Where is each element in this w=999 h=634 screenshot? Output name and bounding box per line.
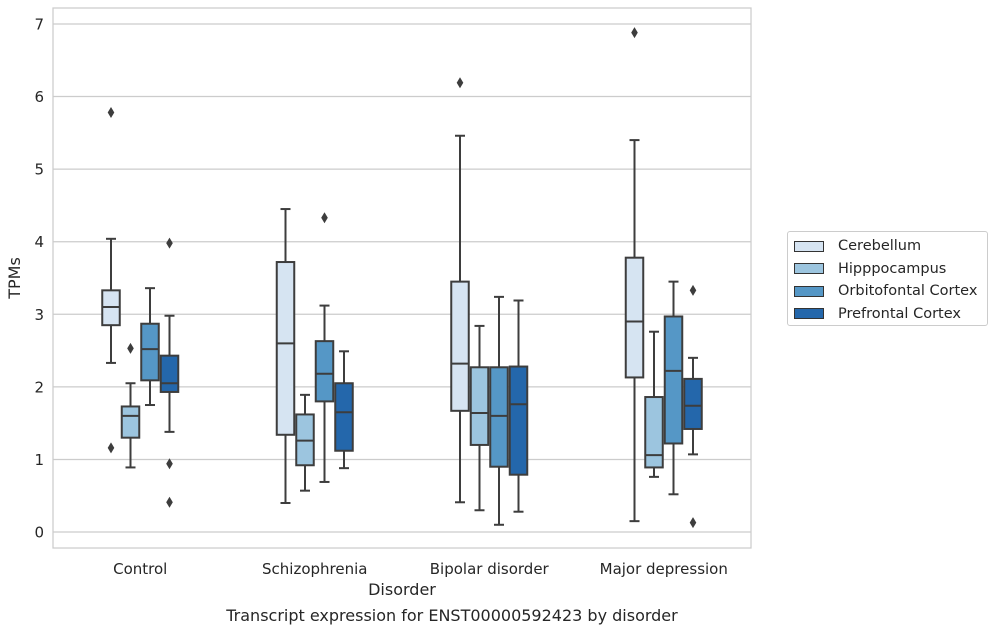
y-tick-label: 7 xyxy=(34,15,44,33)
outlier-point xyxy=(107,107,115,119)
box-hipppocampus-bipolar-disorder xyxy=(469,324,490,512)
box-iqr xyxy=(644,396,664,469)
outlier-point xyxy=(689,284,697,296)
outlier-point xyxy=(166,458,173,470)
x-tick-label: Major depression xyxy=(600,560,728,578)
y-tick-label: 1 xyxy=(34,451,44,469)
box-iqr xyxy=(120,405,141,439)
y-tick-label: 5 xyxy=(34,161,44,179)
y-tick-labels: 0 1 2 3 4 5 6 7 xyxy=(34,15,44,541)
box-iqr xyxy=(683,377,703,430)
box-hipppocampus-schizophrenia xyxy=(295,393,315,492)
legend-item-hippocampus: Hipppocampus xyxy=(794,258,981,281)
box-prefrontal-cortex-control xyxy=(159,237,180,508)
boxes-layer xyxy=(101,27,703,529)
x-tick-labels: Control Schizophrenia Bipolar disorder Majo… xyxy=(113,560,728,578)
box-iqr xyxy=(275,261,296,436)
box-orbitofontal-cortex-bipolar-disorder xyxy=(489,295,509,526)
plot-frame xyxy=(52,7,752,549)
chart-caption: Transcript expression for ENST0000059242… xyxy=(226,606,678,625)
box-orbitofontal-cortex-schizophrenia xyxy=(314,212,335,483)
outlier-point xyxy=(127,342,134,354)
box-prefrontal-cortex-major-depression xyxy=(683,284,703,529)
box-prefrontal-cortex-bipolar-disorder xyxy=(508,299,529,513)
x-tick-label: Bipolar disorder xyxy=(430,560,550,578)
outlier-point xyxy=(456,77,464,89)
box-iqr xyxy=(334,382,354,452)
box-iqr xyxy=(489,366,509,468)
box-iqr xyxy=(469,366,490,446)
legend: Cerebellum Hipppocampus Orbitofontal Cor… xyxy=(787,231,988,326)
x-tick-label: Control xyxy=(113,560,167,578)
legend-label: Orbitofontal Cortex xyxy=(838,283,978,300)
box-iqr xyxy=(314,340,335,403)
x-tick-label: Schizophrenia xyxy=(262,560,367,578)
outlier-point xyxy=(166,237,173,249)
box-iqr xyxy=(159,354,180,393)
y-axis-label: TPMs xyxy=(5,257,24,300)
box-iqr xyxy=(624,256,645,379)
outlier-point xyxy=(631,27,638,39)
legend-swatch-hippocampus xyxy=(794,263,824,275)
box-iqr xyxy=(663,315,684,445)
y-tick-label: 0 xyxy=(34,524,44,542)
box-cerebellum-control xyxy=(101,107,121,454)
legend-item-prefrontal-cortex: Prefrontal Cortex xyxy=(794,303,981,326)
legend-label: Cerebellum xyxy=(838,238,922,255)
box-orbitofontal-cortex-control xyxy=(140,287,160,407)
box-cerebellum-major-depression xyxy=(624,27,645,523)
box-hipppocampus-control xyxy=(120,342,141,469)
outlier-point xyxy=(107,442,115,454)
box-cerebellum-bipolar-disorder xyxy=(450,77,470,504)
box-prefrontal-cortex-schizophrenia xyxy=(334,350,354,470)
box-iqr xyxy=(508,365,529,476)
legend-swatch-cerebellum xyxy=(794,240,824,252)
legend-label: Hipppocampus xyxy=(838,260,947,277)
box-orbitofontal-cortex-major-depression xyxy=(663,280,684,496)
y-tick-label: 4 xyxy=(34,233,44,251)
box-iqr xyxy=(450,280,470,412)
outlier-point xyxy=(166,496,173,508)
y-tick-label: 6 xyxy=(34,88,44,106)
legend-swatch-prefrontal-cortex xyxy=(794,308,824,320)
box-iqr xyxy=(140,322,160,382)
legend-item-cerebellum: Cerebellum xyxy=(794,235,981,258)
outlier-point xyxy=(321,212,328,224)
x-axis-label: Disorder xyxy=(368,580,436,599)
legend-item-orbitofrontal-cortex: Orbitofontal Cortex xyxy=(794,280,981,303)
outlier-point xyxy=(689,517,697,529)
y-tick-label: 2 xyxy=(34,378,44,396)
legend-swatch-orbitofrontal-cortex xyxy=(794,285,824,297)
box-hipppocampus-major-depression xyxy=(644,330,664,478)
legend-label: Prefrontal Cortex xyxy=(838,305,961,322)
box-cerebellum-schizophrenia xyxy=(275,208,296,504)
y-tick-label: 3 xyxy=(34,306,44,324)
